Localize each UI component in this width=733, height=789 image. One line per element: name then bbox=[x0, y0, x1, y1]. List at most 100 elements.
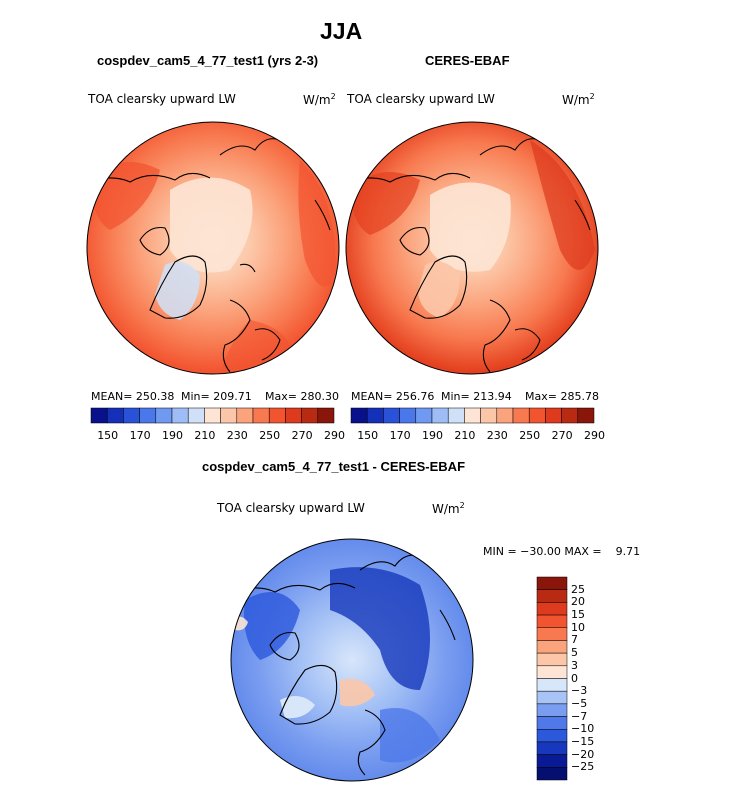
colorbar-swatch bbox=[399, 407, 417, 424]
colorbar-swatch bbox=[536, 678, 568, 692]
panel-2-units: W/m2 bbox=[562, 92, 595, 107]
colorbar-tick-label: 5 bbox=[571, 646, 578, 660]
colorbar-swatch bbox=[536, 589, 568, 603]
colorbar-tick-label: 210 bbox=[454, 429, 476, 442]
colorbar-panel-1 bbox=[90, 407, 335, 424]
colorbar-tick-label: 250 bbox=[519, 429, 541, 442]
colorbar-tick-label: 170 bbox=[129, 429, 151, 442]
colorbar-tick-label: 7 bbox=[571, 633, 578, 647]
colorbar-tick-label: −20 bbox=[571, 747, 595, 761]
map-2-border bbox=[345, 121, 599, 375]
colorbar-swatch bbox=[447, 407, 465, 424]
panel-1-title: cospdev_cam5_4_77_test1 (yrs 2-3) bbox=[97, 53, 319, 68]
colorbar-tick-label: 250 bbox=[259, 429, 281, 442]
colorbar-tick-label: 230 bbox=[486, 429, 508, 442]
colorbar-swatch bbox=[536, 614, 568, 628]
colorbar-swatch bbox=[561, 407, 579, 424]
panel-1-mean: MEAN= 250.38 bbox=[91, 390, 175, 403]
colorbar-swatch bbox=[536, 767, 568, 781]
colorbar-swatch bbox=[155, 407, 173, 424]
colorbar-tick-label: 25 bbox=[571, 582, 585, 596]
map-1-border bbox=[86, 121, 340, 375]
colorbar-tick-label: 3 bbox=[571, 658, 578, 672]
colorbar-swatch bbox=[464, 407, 481, 424]
colorbar-swatch bbox=[301, 407, 319, 424]
colorbar-tick-label: 290 bbox=[584, 429, 605, 442]
colorbar-swatch bbox=[512, 407, 530, 424]
colorbar-swatch bbox=[123, 407, 140, 424]
colorbar-swatch bbox=[536, 716, 568, 730]
colorbar-tick-label: −15 bbox=[571, 734, 595, 748]
colorbar-swatch bbox=[545, 407, 562, 424]
colorbar-swatch bbox=[285, 407, 302, 424]
colorbar-tick-label: 230 bbox=[226, 429, 248, 442]
panel-2-min: Min= 213.94 bbox=[441, 390, 512, 403]
colorbar-tick-label: 210 bbox=[194, 429, 216, 442]
colorbar-swatch bbox=[90, 407, 108, 424]
colorbar-swatch bbox=[536, 690, 568, 705]
colorbar-tick-label: 290 bbox=[324, 429, 345, 442]
diff-panel-title: cospdev_cam5_4_77_test1 - CERES-EBAF bbox=[202, 459, 466, 474]
colorbar-tick-label: −7 bbox=[571, 709, 588, 723]
colorbar-tick-label: 0 bbox=[571, 671, 578, 685]
panel-1-units: W/m2 bbox=[303, 92, 336, 107]
colorbar-tick-label: 190 bbox=[422, 429, 443, 442]
colorbar-swatch bbox=[536, 741, 568, 755]
colorbar-swatch bbox=[106, 407, 124, 424]
colorbar-swatch bbox=[252, 407, 270, 424]
panel-2-variable: TOA clearsky upward LW bbox=[347, 92, 495, 106]
panel-2-mean: MEAN= 256.76 bbox=[351, 390, 435, 403]
figure-title: JJA bbox=[320, 18, 363, 44]
colorbar-swatch bbox=[171, 407, 189, 424]
panel-2-max: Max= 285.78 bbox=[525, 390, 599, 403]
colorbar-tick-label: 270 bbox=[551, 429, 573, 442]
colorbar-swatch bbox=[317, 407, 335, 424]
map-diff bbox=[231, 539, 473, 781]
colorbar-swatch bbox=[536, 665, 568, 679]
panel-1-min: Min= 209.71 bbox=[181, 390, 252, 403]
colorbar-swatch bbox=[496, 407, 514, 424]
colorbar-tick-label: 10 bbox=[571, 620, 585, 634]
colorbar-swatch bbox=[139, 407, 157, 424]
colorbar-swatch bbox=[366, 407, 384, 424]
colorbar-swatch bbox=[528, 407, 546, 424]
colorbar-swatch bbox=[536, 703, 568, 717]
colorbar-swatch bbox=[268, 407, 286, 424]
diff-panel-variable: TOA clearsky upward LW bbox=[217, 501, 365, 515]
diff-panel-stats: MIN = −30.00 MAX = 9.71 bbox=[483, 545, 641, 558]
colorbar-tick-label: −5 bbox=[571, 696, 588, 710]
map-panel-1 bbox=[87, 122, 339, 374]
colorbar-swatch bbox=[536, 729, 568, 743]
colorbar-swatch bbox=[236, 407, 254, 424]
colorbar-swatch bbox=[536, 640, 568, 654]
colorbar-swatch bbox=[431, 407, 449, 424]
colorbar-tick-label: 190 bbox=[162, 429, 183, 442]
panel-1-max: Max= 280.30 bbox=[265, 390, 339, 403]
diff-panel-units: W/m2 bbox=[432, 501, 465, 516]
colorbar-tick-label: 15 bbox=[571, 608, 585, 622]
colorbar-tick-label: 270 bbox=[291, 429, 313, 442]
colorbar-tick-label: 20 bbox=[571, 595, 585, 609]
colorbar-swatch bbox=[536, 576, 568, 590]
colorbar-swatch bbox=[577, 407, 595, 424]
colorbar-diff bbox=[536, 576, 568, 781]
map-panel-2 bbox=[346, 122, 598, 374]
colorbar-swatch bbox=[187, 407, 205, 424]
colorbar-swatch bbox=[204, 407, 221, 424]
panel-2-title: CERES-EBAF bbox=[425, 53, 510, 68]
colorbar-swatch bbox=[536, 602, 568, 616]
colorbar-swatch bbox=[480, 407, 498, 424]
colorbar-swatch bbox=[536, 652, 568, 667]
colorbar-tick-label: 170 bbox=[389, 429, 411, 442]
colorbar-swatch bbox=[415, 407, 433, 424]
colorbar-tick-label: 150 bbox=[357, 429, 379, 442]
colorbar-swatch bbox=[350, 407, 368, 424]
colorbar-swatch bbox=[536, 754, 568, 768]
colorbar-tick-label: −25 bbox=[571, 760, 595, 774]
map-diff-border bbox=[230, 538, 474, 782]
colorbar-tick-label: −10 bbox=[571, 722, 595, 736]
colorbar-panel-2 bbox=[350, 407, 595, 424]
colorbar-tick-label: −3 bbox=[571, 684, 588, 698]
colorbar-swatch bbox=[220, 407, 238, 424]
